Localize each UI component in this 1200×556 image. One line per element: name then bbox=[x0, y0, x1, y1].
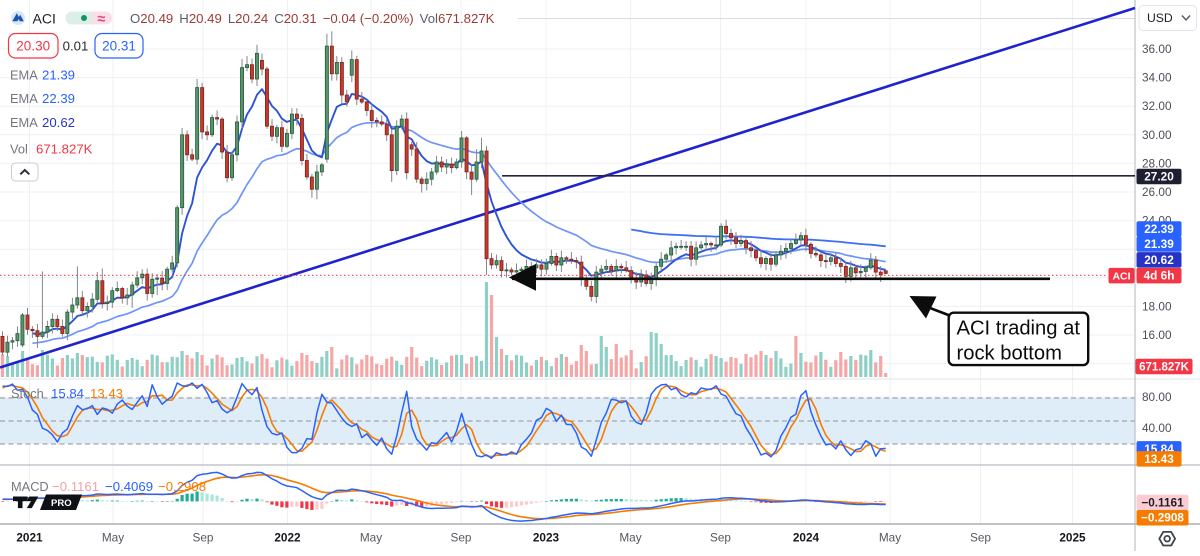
svg-text:4d 6h: 4d 6h bbox=[1144, 269, 1175, 283]
svg-text:671.827K: 671.827K bbox=[1139, 362, 1190, 374]
svg-text:80.00: 80.00 bbox=[1142, 390, 1172, 404]
svg-text:16.00: 16.00 bbox=[1142, 328, 1172, 342]
svg-text:20.62: 20.62 bbox=[42, 115, 75, 130]
svg-text:rock bottom: rock bottom bbox=[957, 343, 1062, 365]
svg-text:18.00: 18.00 bbox=[1142, 299, 1172, 313]
svg-text:2025: 2025 bbox=[1059, 531, 1086, 545]
svg-text:≈: ≈ bbox=[98, 12, 106, 28]
svg-text:MACD: MACD bbox=[11, 479, 49, 494]
svg-text:EMA: EMA bbox=[10, 68, 38, 83]
svg-text:20.62: 20.62 bbox=[1144, 253, 1174, 267]
svg-text:USD: USD bbox=[1147, 11, 1173, 25]
svg-text:40.00: 40.00 bbox=[1142, 421, 1172, 435]
svg-text:2024: 2024 bbox=[793, 531, 820, 545]
svg-text:−0.2908: −0.2908 bbox=[1141, 511, 1184, 525]
svg-text:22.39: 22.39 bbox=[1144, 222, 1174, 236]
svg-text:May: May bbox=[102, 531, 124, 545]
svg-text:Sep: Sep bbox=[451, 531, 472, 545]
svg-text:20.31: 20.31 bbox=[102, 39, 136, 54]
svg-text:−0.4069: −0.4069 bbox=[105, 479, 153, 494]
svg-text:May: May bbox=[879, 531, 901, 545]
svg-text:EMA: EMA bbox=[10, 91, 38, 106]
svg-text:May: May bbox=[360, 531, 382, 545]
svg-text:−0.2908: −0.2908 bbox=[158, 479, 206, 494]
svg-text:May: May bbox=[619, 531, 641, 545]
svg-text:32.00: 32.00 bbox=[1142, 99, 1172, 113]
svg-text:Sep: Sep bbox=[193, 531, 214, 545]
svg-text:2022: 2022 bbox=[274, 531, 301, 545]
svg-text:2023: 2023 bbox=[533, 531, 560, 545]
svg-text:13.43: 13.43 bbox=[1144, 452, 1174, 466]
svg-text:30.00: 30.00 bbox=[1142, 128, 1172, 142]
svg-text:Sep: Sep bbox=[710, 531, 731, 545]
svg-text:−0.1161: −0.1161 bbox=[52, 479, 99, 494]
svg-text:ACI: ACI bbox=[1112, 271, 1130, 283]
svg-text:EMA: EMA bbox=[10, 115, 38, 130]
svg-text:PRO: PRO bbox=[51, 498, 72, 509]
svg-text:Sep: Sep bbox=[970, 531, 991, 545]
svg-text:28.00: 28.00 bbox=[1142, 156, 1172, 170]
svg-text:2021: 2021 bbox=[16, 531, 43, 545]
svg-text:0.01: 0.01 bbox=[63, 39, 89, 54]
svg-text:26.00: 26.00 bbox=[1142, 185, 1172, 199]
svg-text:Vol: Vol bbox=[10, 141, 28, 156]
svg-text:Stoch: Stoch bbox=[11, 386, 44, 401]
svg-text:34.00: 34.00 bbox=[1142, 71, 1172, 85]
svg-text:20.30: 20.30 bbox=[16, 39, 50, 54]
svg-text:27.20: 27.20 bbox=[1144, 169, 1174, 183]
svg-text:21.39: 21.39 bbox=[42, 68, 75, 83]
svg-text:22.39: 22.39 bbox=[42, 91, 75, 106]
svg-text:15.84: 15.84 bbox=[51, 386, 84, 401]
svg-text:−0.1161: −0.1161 bbox=[1141, 496, 1184, 510]
svg-text:ACI: ACI bbox=[33, 11, 56, 27]
svg-text:21.39: 21.39 bbox=[1144, 237, 1174, 251]
svg-text:36.00: 36.00 bbox=[1142, 42, 1172, 56]
svg-text:13.43: 13.43 bbox=[90, 386, 123, 401]
svg-text:ACI trading at: ACI trading at bbox=[957, 318, 1081, 340]
svg-text:671.827K: 671.827K bbox=[36, 141, 93, 156]
